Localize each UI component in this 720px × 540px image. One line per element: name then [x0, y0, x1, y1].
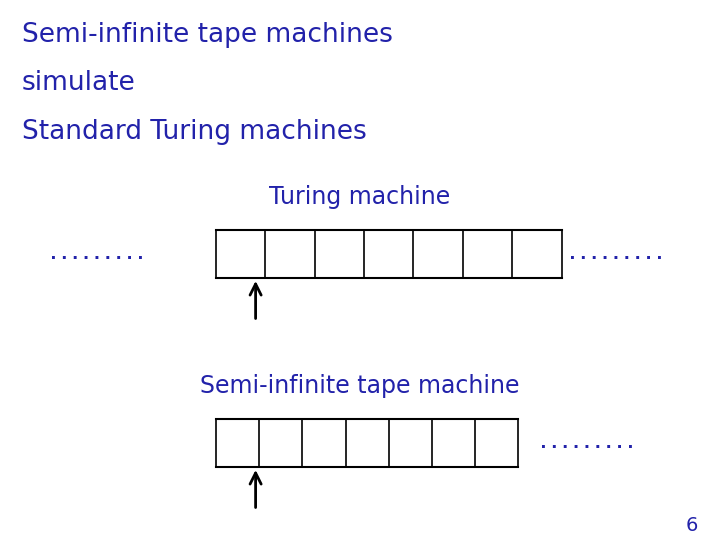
Text: simulate: simulate: [22, 70, 135, 96]
Text: 6: 6: [686, 516, 698, 535]
Text: Standard Turing machines: Standard Turing machines: [22, 119, 366, 145]
Text: Semi-infinite tape machine: Semi-infinite tape machine: [200, 374, 520, 398]
Text: .........: .........: [567, 245, 665, 263]
Text: Semi-infinite tape machines: Semi-infinite tape machines: [22, 22, 392, 48]
Text: Turing machine: Turing machine: [269, 185, 451, 209]
Text: .........: .........: [538, 434, 636, 452]
Text: .........: .........: [48, 245, 146, 263]
